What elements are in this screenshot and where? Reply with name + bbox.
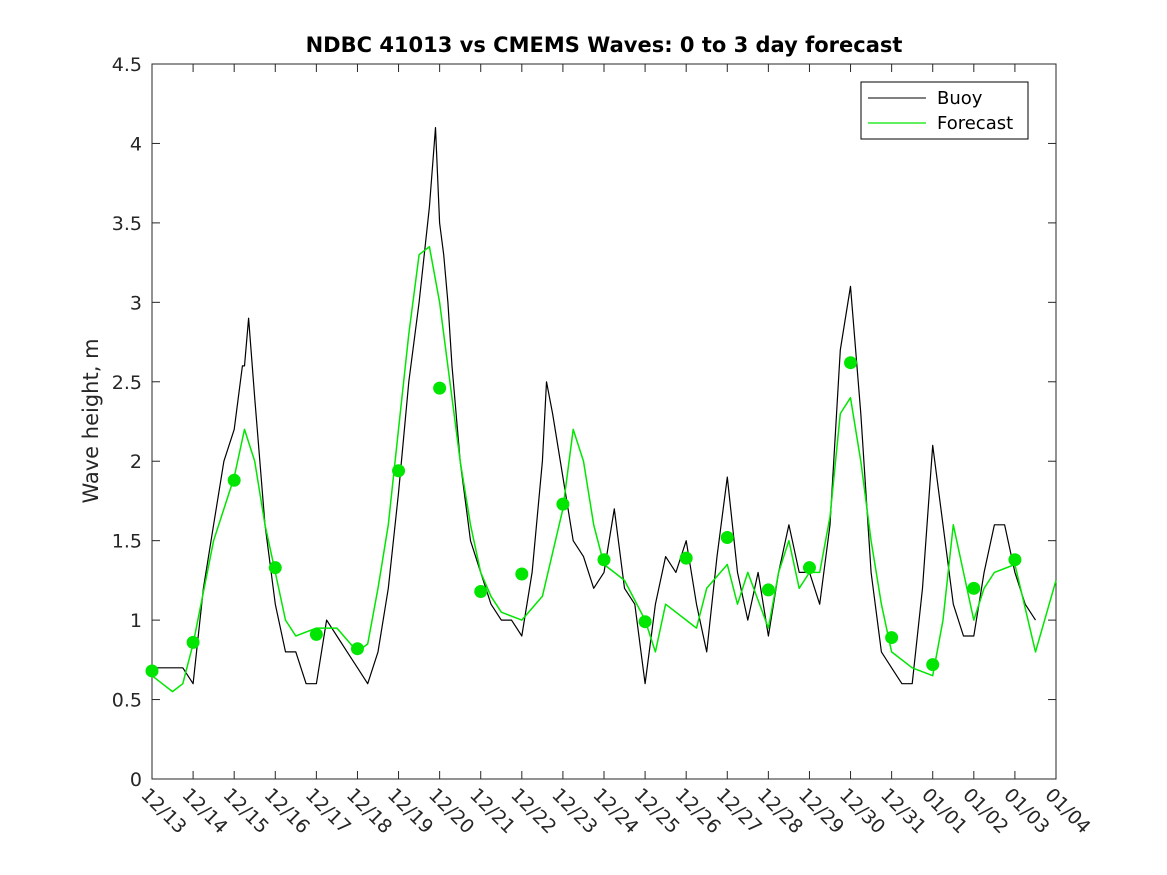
forecast-marker [679,551,693,565]
chart-title: NDBC 41013 vs CMEMS Waves: 0 to 3 day fo… [306,33,903,57]
forecast-marker [597,553,611,567]
forecast-marker [967,581,981,595]
axes-box [151,63,1057,780]
legend-label-buoy: Buoy [937,88,983,109]
forecast-marker [556,497,570,511]
forecast-marker [433,381,447,395]
forecast-marker [926,658,940,672]
forecast-marker [720,530,734,544]
forecast-marker [1008,553,1022,567]
forecast-marker [186,635,200,649]
forecast-marker [515,567,529,581]
legend: Buoy Forecast [860,81,1029,140]
forecast-marker [638,615,652,629]
y-tick-label: 4 [130,133,142,155]
y-tick-label: 4.5 [112,54,142,76]
y-tick-label: 2 [130,451,142,473]
forecast-marker [145,664,159,678]
y-tick-label: 3 [130,292,142,314]
forecast-marker [268,561,282,575]
forecast-marker [844,356,858,370]
forecast-marker [392,464,406,478]
forecast-marker [350,642,364,656]
y-tick-label: 0 [130,769,142,791]
forecast-marker [761,583,775,597]
legend-label-forecast: Forecast [937,113,1013,134]
forecast-marker [802,561,816,575]
y-tick-label: 3.5 [112,213,142,235]
legend-box [860,81,1029,140]
y-tick-label: 1.5 [112,531,142,553]
forecast-marker [227,473,241,487]
forecast-marker [474,585,488,599]
y-tick-label: 0.5 [112,690,142,712]
plot-area: 00.511.522.533.544.512/1312/1412/1512/16… [112,54,1095,838]
series-line-buoy [152,126,1037,685]
y-tick-label: 2.5 [112,372,142,394]
forecast-marker [885,631,899,645]
series-line-forecast [151,245,1057,693]
forecast-marker [309,627,323,641]
y-axis-label: Wave height, m [79,338,103,503]
y-tick-label: 1 [130,610,142,632]
